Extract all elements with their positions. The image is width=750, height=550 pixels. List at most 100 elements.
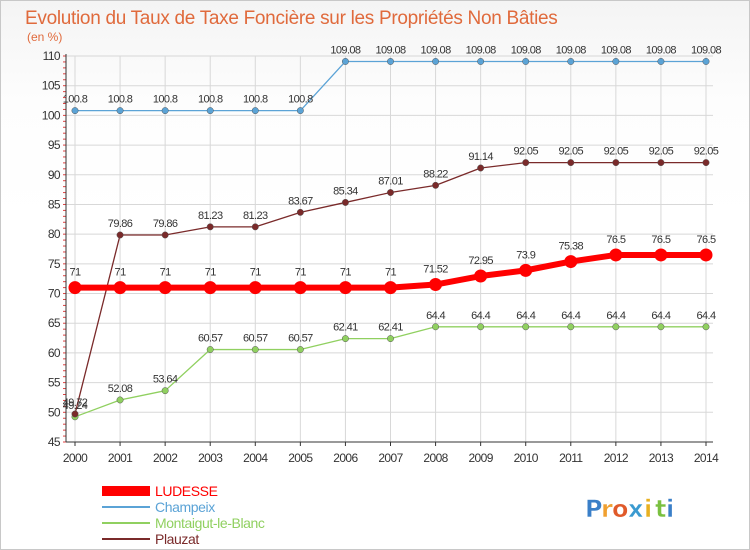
- data-point-montaigut-le-blanc: [387, 335, 394, 343]
- data-label-champeix: 109.08: [511, 44, 542, 56]
- data-point-ludesse: [474, 269, 488, 283]
- data-point-champeix: [522, 58, 530, 65]
- data-point-plauzat: [296, 208, 304, 216]
- data-label-montaigut-le-blanc: 49.24: [63, 400, 88, 412]
- data-label-montaigut-le-blanc: 60.57: [198, 333, 223, 345]
- logo-letter: r: [601, 495, 613, 523]
- data-label-ludesse: 75.38: [559, 241, 584, 253]
- data-point-ludesse: [384, 281, 397, 295]
- data-label-plauzat: 85.34: [333, 185, 358, 197]
- data-label-champeix: 100.8: [63, 94, 88, 106]
- data-point-plauzat: [657, 159, 665, 167]
- data-point-champeix: [296, 107, 304, 115]
- data-label-montaigut-le-blanc: 62.41: [378, 322, 403, 334]
- data-label-plauzat: 79.86: [153, 218, 178, 230]
- data-point-montaigut-le-blanc: [657, 323, 665, 331]
- data-point-montaigut-le-blanc: [567, 323, 575, 331]
- y-tick-label: 110: [43, 49, 61, 63]
- data-point-montaigut-le-blanc: [251, 346, 259, 353]
- data-point-ludesse: [338, 281, 352, 295]
- y-tick-label: 105: [42, 79, 61, 93]
- data-point-plauzat: [206, 223, 214, 231]
- data-label-montaigut-le-blanc: 52.08: [108, 383, 133, 395]
- data-label-ludesse: 76.5: [696, 234, 715, 246]
- data-label-montaigut-le-blanc: 64.4: [561, 310, 580, 322]
- data-point-champeix: [206, 107, 214, 115]
- data-label-champeix: 100.8: [288, 94, 313, 106]
- logo-letter: i: [666, 495, 674, 523]
- data-point-champeix: [657, 58, 665, 65]
- data-point-ludesse: [68, 281, 82, 295]
- x-tick-label: 2003: [198, 451, 223, 465]
- data-label-ludesse: 71: [340, 267, 352, 279]
- x-tick-label: 2012: [604, 451, 629, 465]
- series-lines: [68, 58, 713, 421]
- data-label-ludesse: 71: [69, 267, 81, 279]
- legend-label-ludesse: LUDESSE: [155, 483, 218, 499]
- data-point-ludesse: [248, 281, 262, 295]
- data-point-champeix: [432, 58, 440, 65]
- data-point-montaigut-le-blanc: [296, 346, 304, 353]
- data-point-plauzat: [567, 159, 575, 167]
- data-label-champeix: 109.08: [601, 44, 632, 56]
- data-label-montaigut-le-blanc: 60.57: [288, 333, 313, 345]
- data-point-plauzat: [71, 410, 79, 418]
- data-label-champeix: 100.8: [108, 94, 133, 106]
- data-label-montaigut-le-blanc: 64.4: [606, 310, 625, 322]
- data-label-ludesse: 76.5: [606, 234, 625, 246]
- x-tick-label: 2014: [694, 451, 719, 465]
- data-label-ludesse: 71: [205, 267, 217, 279]
- x-tick-label: 2009: [468, 451, 493, 465]
- data-point-champeix: [71, 107, 79, 115]
- data-label-ludesse: 76.5: [651, 234, 670, 246]
- data-point-montaigut-le-blanc: [161, 387, 169, 395]
- data-label-ludesse: 71: [160, 267, 172, 279]
- data-point-ludesse: [293, 281, 307, 295]
- y-tick-label: 100: [42, 108, 61, 122]
- data-label-champeix: 109.08: [466, 44, 497, 56]
- data-point-ludesse: [609, 248, 623, 262]
- y-tick-label: 75: [48, 257, 61, 271]
- data-label-champeix: 109.08: [375, 44, 406, 56]
- data-label-ludesse: 71: [295, 267, 307, 279]
- data-label-montaigut-le-blanc: 60.57: [243, 333, 268, 345]
- data-point-plauzat: [612, 159, 620, 167]
- y-tick-label: 55: [48, 376, 61, 390]
- logo-letter: P: [585, 495, 603, 523]
- data-point-champeix: [702, 58, 710, 65]
- data-point-plauzat: [702, 159, 710, 167]
- x-tick-label: 2011: [559, 451, 583, 465]
- x-tick-label: 2001: [108, 451, 133, 465]
- data-label-plauzat: 92.05: [694, 146, 719, 158]
- y-unit-label: (en %): [27, 30, 62, 44]
- data-label-ludesse: 71.52: [423, 264, 448, 276]
- data-point-plauzat: [477, 164, 485, 172]
- data-label-champeix: 100.8: [243, 94, 268, 106]
- data-label-ludesse: 71: [385, 267, 397, 279]
- logo-letter: x: [628, 495, 644, 523]
- x-tick-label: 2000: [63, 451, 88, 465]
- data-label-ludesse: 72.95: [468, 255, 493, 267]
- data-label-ludesse: 71: [250, 267, 262, 279]
- x-tick-label: 2007: [378, 451, 403, 465]
- data-point-ludesse: [654, 248, 668, 262]
- data-label-plauzat: 79.86: [108, 218, 133, 230]
- data-point-montaigut-le-blanc: [522, 323, 530, 331]
- data-label-plauzat: 83.67: [288, 195, 313, 207]
- data-point-montaigut-le-blanc: [116, 396, 124, 404]
- y-tick-label: 50: [48, 405, 61, 419]
- data-label-montaigut-le-blanc: 64.4: [516, 310, 535, 322]
- data-point-champeix: [161, 107, 169, 115]
- data-label-champeix: 109.08: [556, 44, 587, 56]
- y-tick-label: 80: [48, 227, 61, 241]
- data-label-montaigut-le-blanc: 64.4: [651, 310, 670, 322]
- data-label-montaigut-le-blanc: 62.41: [333, 322, 358, 334]
- data-point-champeix: [116, 107, 124, 115]
- data-point-plauzat: [522, 159, 530, 167]
- legend-label-plauzat: Plauzat: [155, 531, 199, 547]
- y-tick-label: 60: [48, 346, 61, 360]
- data-point-champeix: [341, 58, 349, 65]
- data-label-champeix: 109.08: [330, 44, 361, 56]
